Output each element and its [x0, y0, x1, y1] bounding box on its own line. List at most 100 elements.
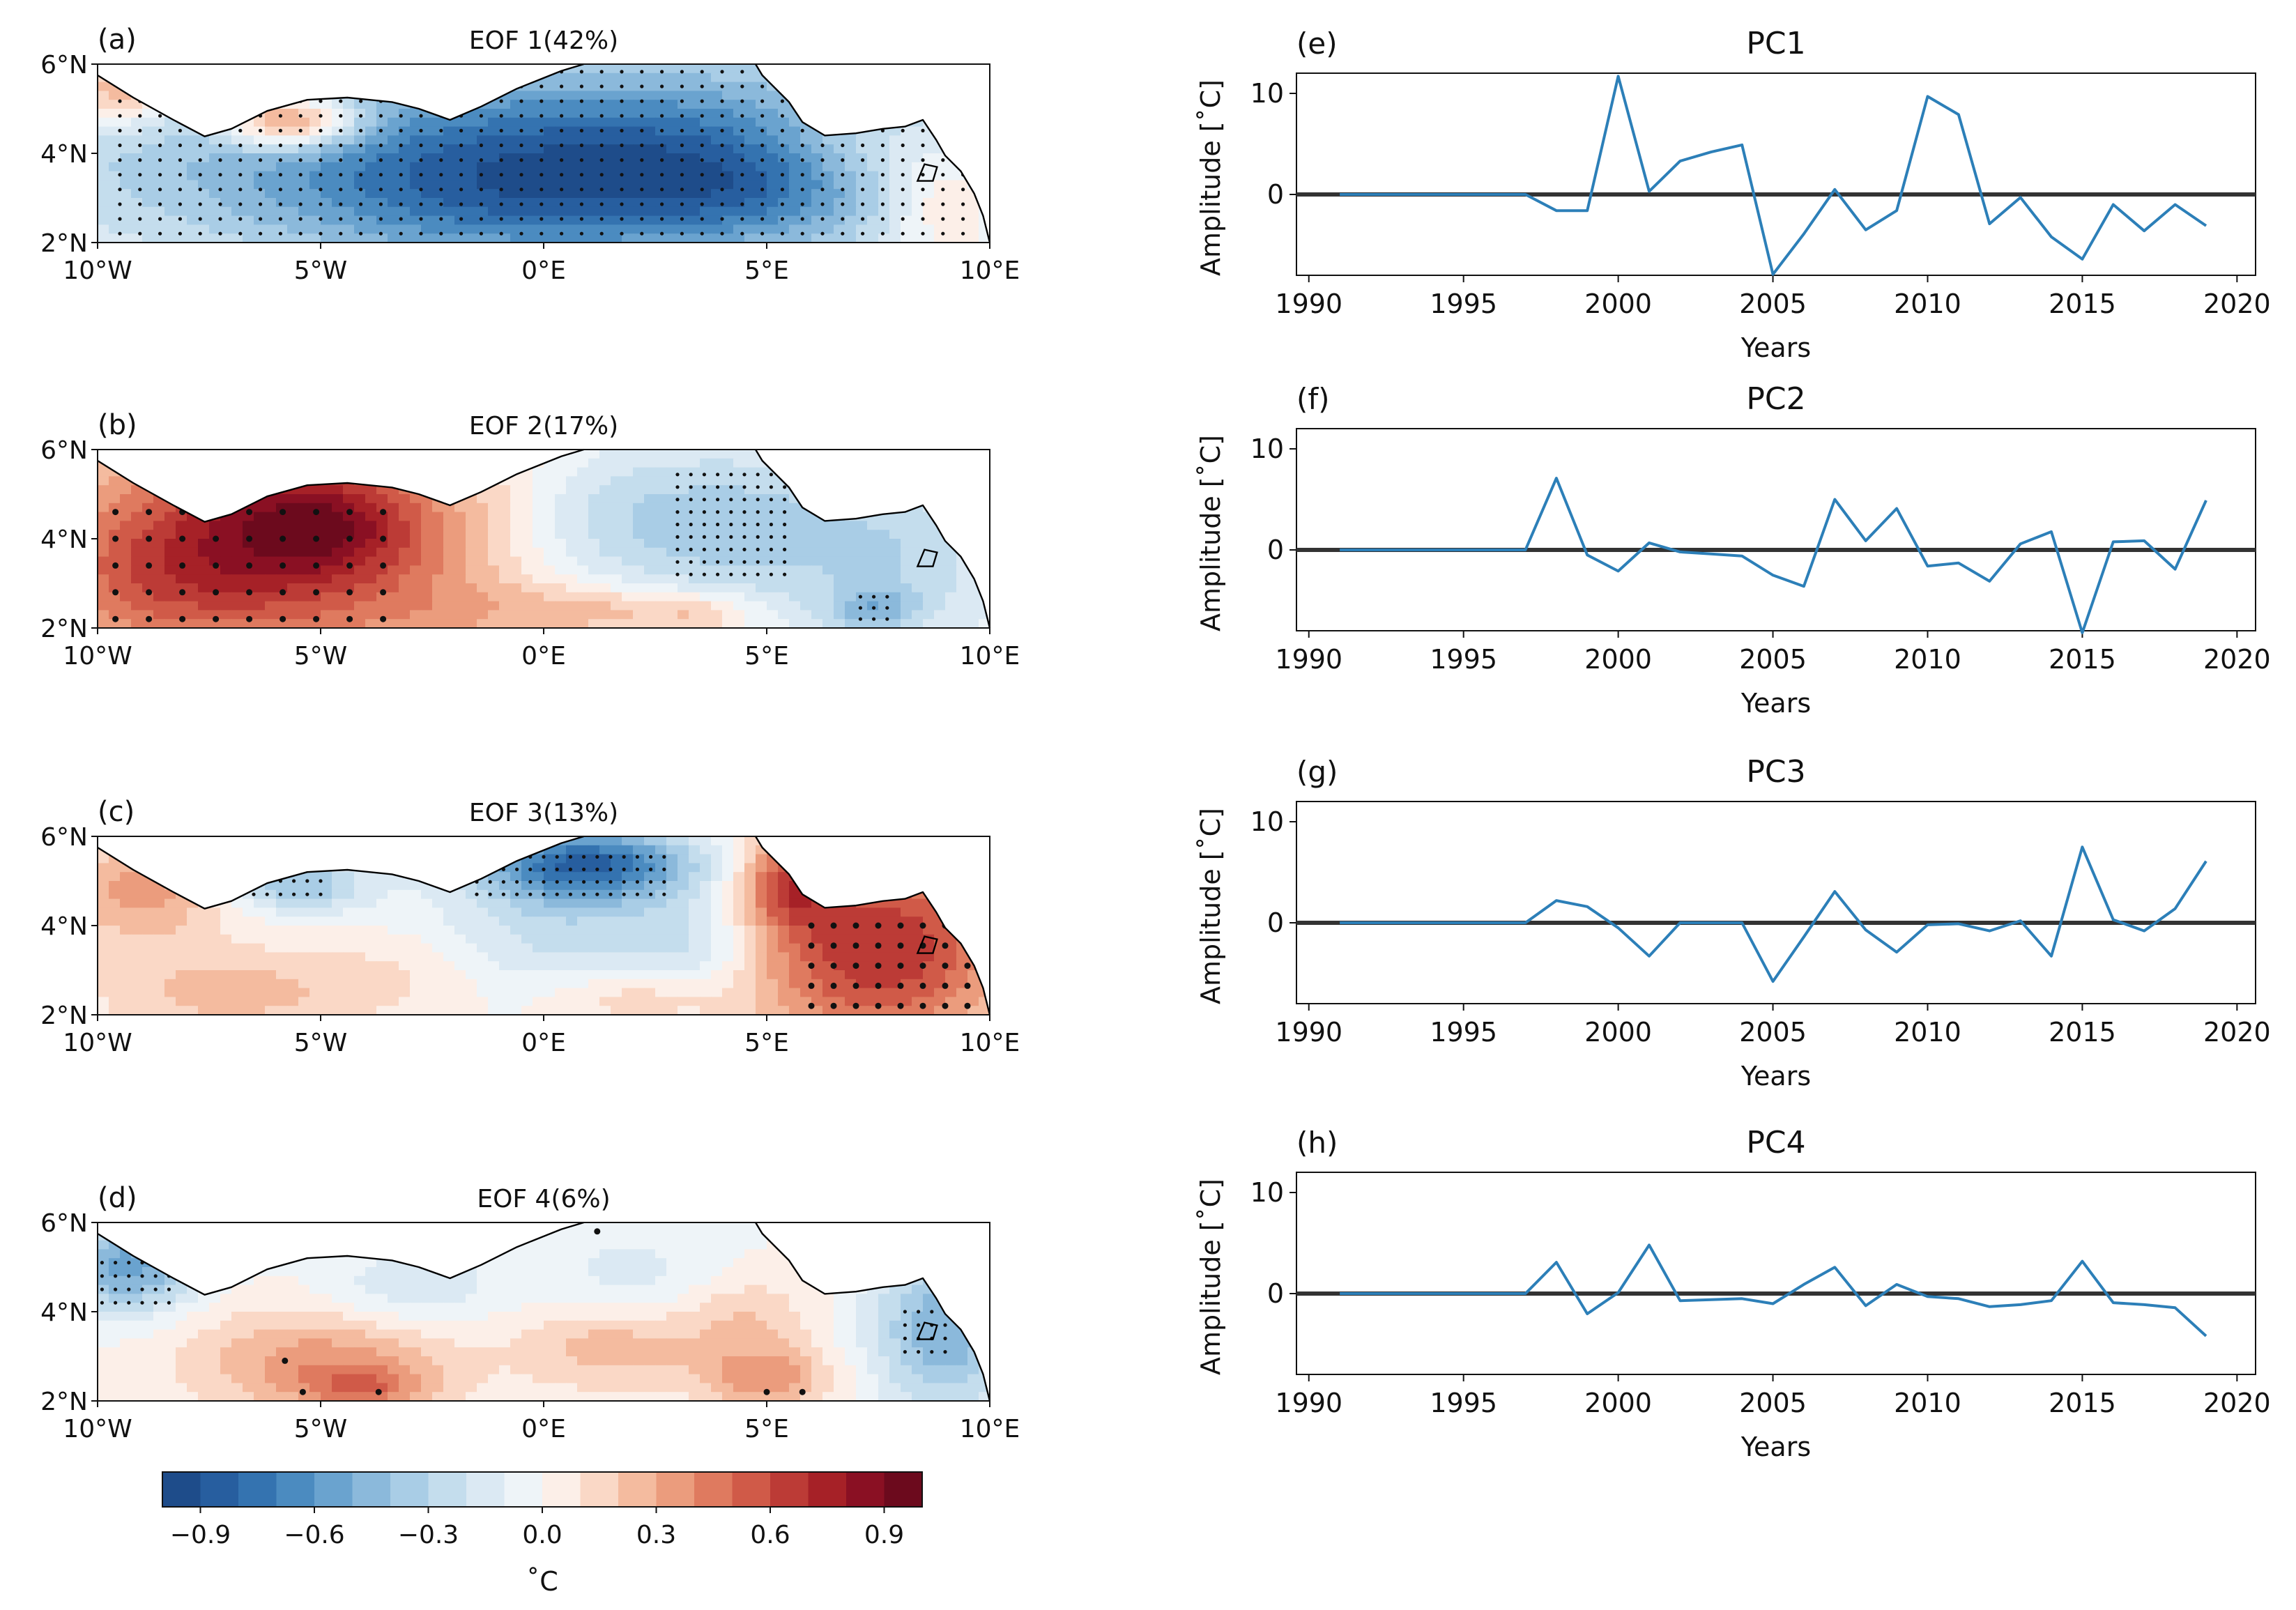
sst-cell	[912, 863, 924, 873]
sst-cell	[611, 64, 622, 74]
sst-cell	[176, 521, 187, 530]
sst-cell	[220, 917, 232, 926]
sst-cell	[354, 135, 366, 145]
sst-cell	[588, 583, 600, 593]
sst-cell	[778, 583, 790, 593]
sst-cell	[800, 100, 812, 109]
sst-cell	[454, 898, 466, 908]
significance-dot	[729, 522, 733, 527]
sst-cell	[889, 521, 901, 530]
significance-dot	[680, 173, 684, 177]
sst-cell	[867, 64, 879, 74]
significance-dot	[675, 485, 680, 489]
sst-cell	[789, 845, 801, 855]
sst-cell	[365, 64, 377, 74]
sst-cell	[934, 476, 946, 486]
sst-cell	[811, 153, 823, 163]
sst-cell	[521, 539, 533, 549]
sst-cell	[120, 64, 132, 74]
sst-cell	[533, 889, 544, 900]
sst-cell	[711, 82, 723, 91]
sst-cell	[410, 854, 422, 864]
sst-cell	[309, 881, 321, 891]
sst-cell	[265, 198, 277, 208]
sst-cell	[633, 601, 645, 611]
sst-cell	[443, 215, 455, 225]
sst-cell	[979, 854, 990, 864]
sst-cell	[912, 494, 924, 504]
significance-dot	[138, 128, 142, 132]
sst-cell	[399, 845, 411, 855]
sst-cell	[164, 898, 176, 908]
sst-cell	[722, 135, 734, 145]
sst-cell	[365, 100, 377, 109]
sst-cell	[822, 206, 834, 217]
sst-cell	[611, 144, 622, 154]
sst-cell	[644, 64, 656, 74]
sst-cell	[388, 467, 399, 477]
sst-cell	[566, 556, 578, 566]
panel-label: (c)	[98, 796, 135, 828]
sst-cell	[265, 565, 277, 575]
significance-dot	[158, 173, 162, 177]
significance-dot	[158, 70, 162, 74]
significance-dot	[901, 173, 905, 177]
sst-cell	[120, 189, 132, 199]
sst-cell	[265, 917, 277, 926]
significance-dot	[858, 606, 862, 610]
significance-dot	[238, 158, 243, 162]
sst-cell	[432, 556, 444, 566]
sst-cell	[956, 881, 968, 891]
sst-cell	[967, 503, 979, 513]
sst-cell	[566, 100, 578, 109]
sst-cell	[176, 898, 187, 908]
sst-cell	[923, 836, 935, 846]
sst-cell	[811, 926, 823, 935]
sst-cell	[198, 117, 210, 128]
sst-cell	[666, 512, 678, 521]
sst-cell	[722, 881, 734, 891]
sst-cell	[287, 539, 299, 549]
sst-cell	[243, 458, 254, 468]
sst-cell	[276, 215, 288, 225]
sst-cell	[956, 198, 968, 208]
significance-dot	[499, 84, 503, 89]
sst-cell	[432, 198, 444, 208]
sst-cell	[956, 863, 968, 873]
sst-cell	[466, 592, 477, 602]
sst-cell	[298, 82, 310, 91]
significance-dot	[380, 509, 387, 516]
sst-cell	[388, 189, 399, 199]
sst-cell	[700, 836, 712, 846]
sst-cell	[454, 863, 466, 873]
sst-cell	[142, 845, 154, 855]
sst-cell	[187, 889, 199, 900]
sst-cell	[309, 952, 321, 962]
sst-cell	[845, 450, 857, 459]
significance-dot	[246, 509, 253, 516]
significance-dot	[112, 615, 119, 622]
sst-cell	[644, 845, 656, 855]
sst-cell	[655, 934, 667, 944]
sst-cell	[265, 556, 277, 566]
sst-cell	[109, 881, 121, 891]
sst-cell	[588, 458, 600, 468]
sst-cell	[878, 117, 890, 128]
sst-cell	[198, 72, 210, 83]
sst-cell	[276, 521, 288, 530]
sst-cell	[934, 72, 946, 83]
sst-cell	[243, 467, 254, 477]
sst-cell	[421, 934, 433, 944]
sst-cell	[622, 126, 634, 136]
sst-cell	[644, 233, 656, 243]
sst-cell	[410, 530, 422, 539]
sst-cell	[533, 91, 544, 100]
map-area: 10°W 5°W 0°E 5°E 10°E6°N4°N2°N	[40, 436, 1020, 670]
sst-cell	[510, 109, 522, 118]
significance-dot	[858, 617, 862, 621]
sst-cell	[488, 934, 500, 944]
sst-cell	[901, 917, 912, 926]
sst-cell	[287, 547, 299, 558]
sst-cell	[655, 917, 667, 926]
sst-cell	[521, 934, 533, 944]
